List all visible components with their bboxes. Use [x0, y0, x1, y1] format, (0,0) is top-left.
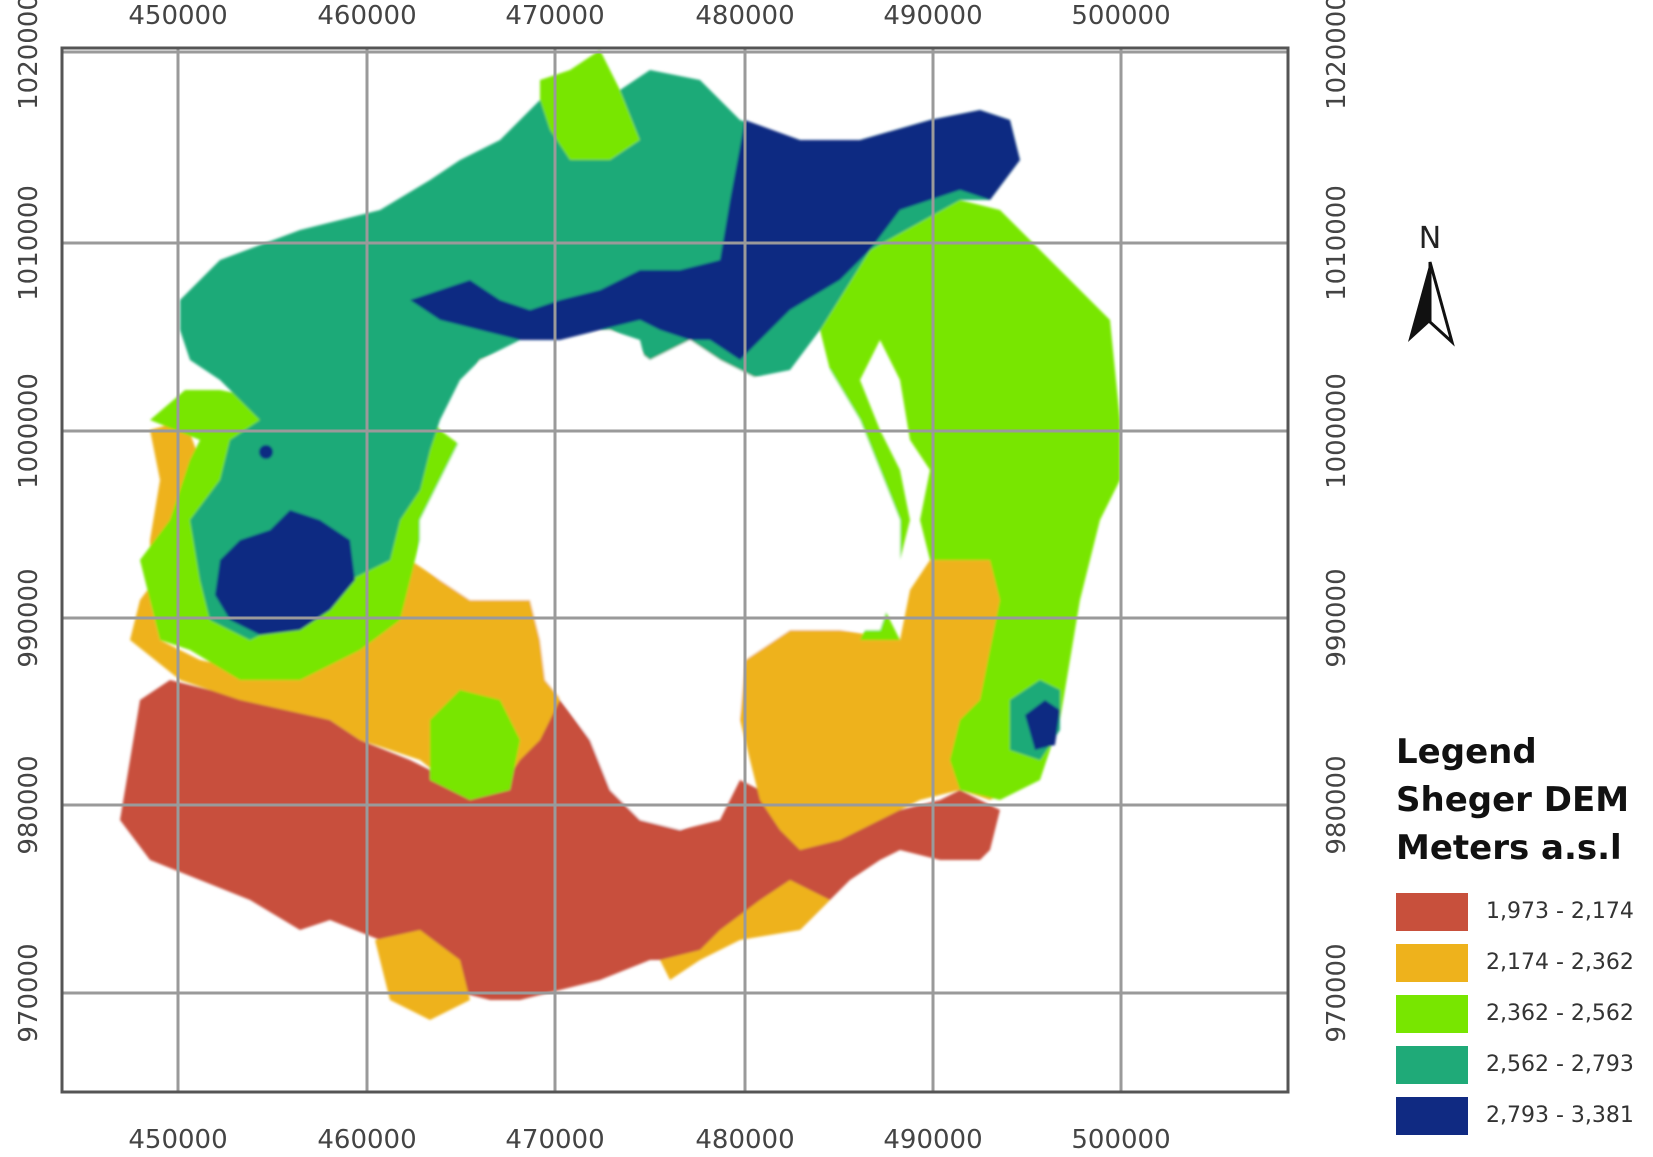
zone-2174-2362-south [375, 880, 830, 1020]
x-tick-top: 480000 [695, 1, 794, 31]
legend-label: 2,793 - 3,381 [1486, 1103, 1634, 1128]
zone-2793-3381-west [215, 510, 355, 635]
legend-entry: 2,793 - 3,381 [1396, 1090, 1646, 1141]
x-tick-top: 450000 [128, 1, 227, 31]
legend-subtitle: Sheger DEM [1396, 780, 1630, 820]
legend: Legend Sheger DEM Meters a.s.l 1,973 - 2… [1396, 728, 1646, 1141]
graticule [62, 48, 1288, 1092]
legend-entry: 1,973 - 2,174 [1396, 886, 1646, 937]
zone-2793-3381-dot [259, 445, 273, 459]
zone-2793-3381-north [410, 110, 1020, 360]
legend-entry: 2,362 - 2,562 [1396, 988, 1646, 1039]
x-tick-top: 490000 [883, 1, 982, 31]
legend-units: Meters a.s.l [1396, 828, 1622, 868]
y-tick-left: 1000000 [14, 373, 44, 489]
x-tick-bottom: 480000 [695, 1125, 794, 1155]
legend-entry: 2,174 - 2,362 [1396, 937, 1646, 988]
zone-2362-2562-north [540, 50, 640, 160]
x-tick-bottom: 490000 [883, 1125, 982, 1155]
y-tick-left: 1020000 [14, 0, 44, 110]
legend-swatch [1396, 1096, 1468, 1135]
legend-swatch [1396, 1045, 1468, 1084]
north-arrow: N [1398, 218, 1462, 348]
y-tick-right: 1010000 [1322, 185, 1352, 301]
zone-2362-2562-pocket [430, 690, 520, 800]
map-frame [60, 46, 1290, 1094]
legend-entry: 2,562 - 2,793 [1396, 1039, 1646, 1090]
x-tick-top: 500000 [1071, 1, 1170, 31]
north-arrow-icon: N [1408, 221, 1455, 347]
y-tick-left: 970000 [14, 943, 44, 1042]
legend-title: Legend [1396, 732, 1537, 772]
x-tick-bottom: 500000 [1071, 1125, 1170, 1155]
legend-label: 2,562 - 2,793 [1486, 1052, 1634, 1077]
legend-swatch [1396, 943, 1468, 982]
legend-swatch [1396, 994, 1468, 1033]
tick-labels: 450000 450000 460000 460000 470000 470000 4800… [14, 0, 1352, 1155]
legend-swatch [1396, 892, 1468, 931]
no-data-center [420, 330, 900, 830]
y-tick-left: 980000 [14, 755, 44, 854]
y-tick-right: 980000 [1322, 755, 1352, 854]
north-label: N [1419, 221, 1441, 256]
x-tick-bottom: 470000 [505, 1125, 604, 1155]
legend-label: 1,973 - 2,174 [1486, 899, 1634, 924]
x-tick-top: 460000 [317, 1, 416, 31]
y-tick-right: 1000000 [1322, 373, 1352, 489]
zone-2362-2562-east [820, 200, 1120, 800]
elevation-zones [120, 50, 1120, 1020]
zone-2174-2362-east [740, 560, 1010, 850]
x-tick-top: 470000 [505, 1, 604, 31]
y-tick-right: 990000 [1322, 568, 1352, 667]
y-tick-left: 990000 [14, 568, 44, 667]
legend-entries: 1,973 - 2,174 2,174 - 2,362 2,362 - 2,562 2… [1396, 886, 1646, 1141]
zone-2793-3381-east [1025, 700, 1060, 750]
y-tick-left: 1010000 [14, 185, 44, 301]
legend-label: 2,174 - 2,362 [1486, 950, 1634, 975]
x-tick-bottom: 450000 [128, 1125, 227, 1155]
y-tick-right: 970000 [1322, 943, 1352, 1042]
x-tick-bottom: 460000 [317, 1125, 416, 1155]
y-tick-right: 1020000 [1322, 0, 1352, 110]
legend-label: 2,362 - 2,562 [1486, 1001, 1634, 1026]
